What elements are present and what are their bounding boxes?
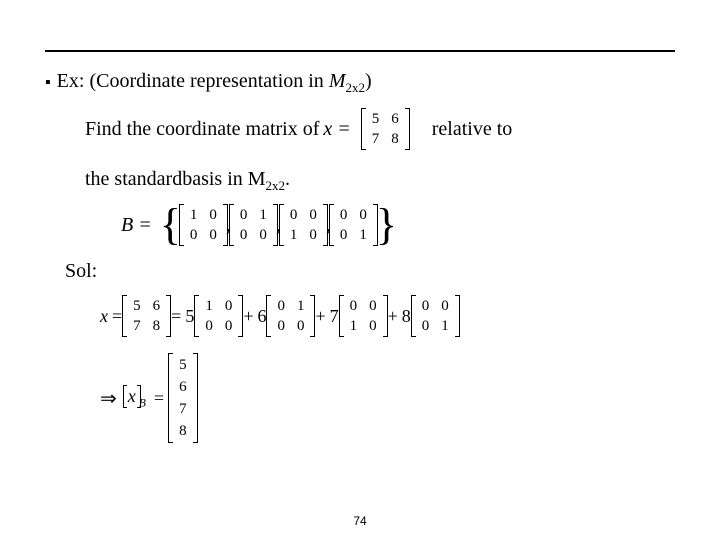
implies-icon: ⇒ (100, 386, 117, 411)
horizontal-rule (45, 50, 675, 52)
right-brace-icon: } (376, 206, 397, 243)
basis-matrix-1: 10 00 (183, 204, 224, 246)
slide-content: ▪ Ex: (Coordinate representation in M2x2… (0, 0, 720, 540)
bullet-icon: ▪ (45, 74, 51, 92)
matrix-x-2: 56 78 (126, 295, 167, 337)
term-matrix-3: 00 10 (343, 295, 384, 337)
x-equals: x = (323, 118, 350, 141)
coeff-4: 8 (402, 306, 411, 327)
result-vector: 5 6 7 8 (172, 353, 194, 443)
coeff-3: 7 (330, 306, 339, 327)
term-matrix-1: 10 00 (198, 295, 239, 337)
coord-vector-label: xB (125, 386, 146, 410)
term-matrix-2: 01 00 (270, 295, 311, 337)
basis-matrix-3: 00 10 (283, 204, 324, 246)
title-text: Ex: (Coordinate representation in M2x2) (57, 70, 372, 96)
example-title: ▪ Ex: (Coordinate representation in M2x2… (45, 70, 675, 96)
coeff-2: 6 (257, 306, 266, 327)
matrix-x: 56 78 (365, 108, 406, 150)
basis-set: { 10 00 , 01 00 , 00 10 , 00 01 } (160, 204, 397, 246)
b-label: B = (121, 214, 152, 237)
solution-label: Sol: (65, 260, 675, 283)
coeff-1: 5 (185, 306, 194, 327)
basis-definition: B = { 10 00 , 01 00 , 00 10 , 00 01 } (121, 204, 675, 246)
term-matrix-4: 00 01 (415, 295, 456, 337)
find-text: Find the coordinate matrix of (85, 118, 319, 141)
x-var: x (100, 306, 108, 327)
expansion-equation: x = 56 78 = 5 10 00 +6 01 00 +7 00 10 +8… (100, 295, 675, 337)
left-brace-icon: { (160, 206, 181, 243)
find-line: Find the coordinate matrix of x = 56 78 … (85, 108, 675, 150)
basis-line: the standardbasis in M2x2. (85, 168, 675, 194)
relative-text: relative to (432, 118, 513, 141)
basis-matrix-2: 01 00 (233, 204, 274, 246)
page-number: 74 (353, 514, 366, 528)
basis-matrix-4: 00 01 (333, 204, 374, 246)
result-equation: ⇒ xB = 5 6 7 8 (100, 353, 675, 443)
